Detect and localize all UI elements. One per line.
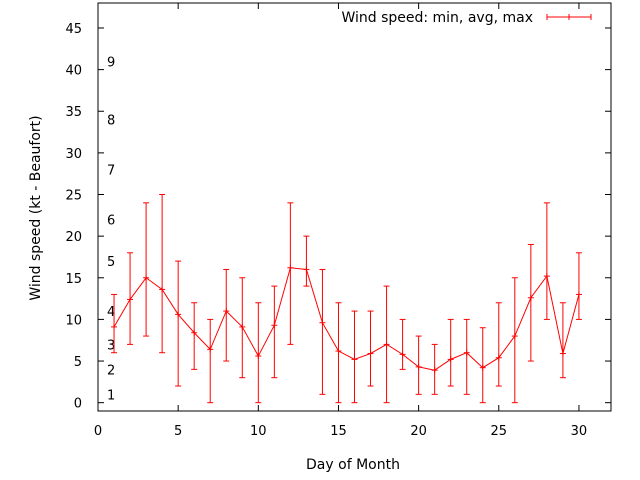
x-tick-label: 5 bbox=[174, 424, 182, 439]
series-layer bbox=[111, 194, 582, 404]
beaufort-label: 7 bbox=[107, 164, 115, 179]
beaufort-label: 2 bbox=[107, 363, 115, 378]
y-tick-label: 30 bbox=[65, 147, 82, 162]
y-tick-label: 0 bbox=[74, 397, 82, 412]
beaufort-label: 4 bbox=[107, 305, 115, 320]
x-tick-label: 25 bbox=[491, 424, 508, 439]
x-tick-label: 10 bbox=[250, 424, 267, 439]
y-tick-label: 15 bbox=[65, 272, 82, 287]
beaufort-label: 5 bbox=[107, 255, 115, 270]
x-tick-label: 0 bbox=[94, 424, 102, 439]
beaufort-label: 6 bbox=[107, 213, 115, 228]
y-tick-label: 45 bbox=[65, 22, 82, 37]
beaufort-label: 1 bbox=[107, 388, 115, 403]
plot-frame bbox=[97, 2, 612, 412]
avg-line bbox=[113, 267, 580, 371]
y-tick-label: 5 bbox=[74, 355, 82, 370]
x-tick-label: 15 bbox=[330, 424, 347, 439]
y-tick-label: 35 bbox=[65, 105, 82, 120]
beaufort-label: 3 bbox=[107, 338, 115, 353]
y-tick-label: 40 bbox=[65, 64, 82, 79]
beaufort-label: 8 bbox=[107, 114, 115, 129]
y-axis-title: Wind speed (kt - Beaufort) bbox=[28, 115, 44, 300]
legend-label: Wind speed: min, avg, max bbox=[341, 10, 533, 26]
beaufort-label: 9 bbox=[107, 55, 115, 70]
y-tick-label: 25 bbox=[65, 189, 82, 204]
x-axis-title: Day of Month bbox=[306, 457, 400, 473]
x-tick-label: 20 bbox=[410, 424, 427, 439]
y-tick-label: 10 bbox=[65, 313, 82, 328]
y-tick-label: 20 bbox=[65, 230, 82, 245]
x-tick-label: 30 bbox=[571, 424, 588, 439]
beaufort-labels: 1 2 3 4 5 6 7 8 9 bbox=[107, 55, 115, 403]
legend: Wind speed: min, avg, max bbox=[341, 10, 592, 26]
